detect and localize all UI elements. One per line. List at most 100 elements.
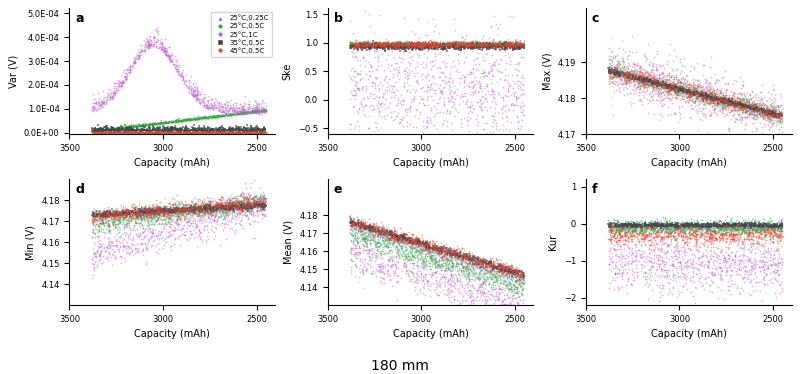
Point xyxy=(485,43,498,49)
Point xyxy=(640,79,653,85)
Point xyxy=(484,267,497,273)
Point xyxy=(671,294,684,300)
Point xyxy=(242,129,254,135)
Point xyxy=(515,41,528,47)
Point xyxy=(768,110,781,116)
Point xyxy=(139,47,152,53)
Point xyxy=(474,282,487,288)
Point xyxy=(512,40,525,46)
Point xyxy=(178,78,191,84)
Point xyxy=(196,126,209,132)
Point xyxy=(451,43,464,49)
Point xyxy=(651,79,664,85)
Point xyxy=(230,212,243,218)
Point xyxy=(134,128,147,134)
Point xyxy=(129,246,142,252)
Point xyxy=(746,107,759,113)
Point xyxy=(399,47,412,53)
Point xyxy=(467,295,480,301)
Point xyxy=(423,242,436,248)
Point xyxy=(468,41,481,47)
Point xyxy=(682,88,694,94)
Point xyxy=(606,68,618,74)
Point xyxy=(646,80,659,86)
Point xyxy=(387,45,400,51)
Point xyxy=(442,263,454,269)
Point xyxy=(227,129,240,135)
Point xyxy=(220,203,233,209)
Point xyxy=(355,222,368,228)
Point xyxy=(250,108,263,114)
Point xyxy=(161,125,174,131)
Point xyxy=(207,113,220,119)
Point xyxy=(254,129,267,135)
Point xyxy=(92,215,105,221)
Point xyxy=(202,211,214,217)
Point xyxy=(701,228,714,234)
Point xyxy=(258,195,270,201)
Point xyxy=(132,249,145,255)
Point xyxy=(151,203,164,209)
Point xyxy=(486,42,499,48)
Point xyxy=(765,237,778,243)
Point xyxy=(632,74,645,80)
Point xyxy=(198,128,211,134)
Point xyxy=(242,129,255,135)
Point xyxy=(361,47,374,53)
Point xyxy=(668,272,681,278)
Point xyxy=(495,69,508,75)
Point xyxy=(760,111,773,117)
Point xyxy=(753,96,766,102)
Point xyxy=(611,241,624,247)
Point xyxy=(411,42,424,48)
Point xyxy=(215,204,228,210)
Point xyxy=(406,40,418,46)
Point xyxy=(718,255,730,261)
Point xyxy=(641,80,654,86)
Point xyxy=(214,206,226,212)
Point xyxy=(664,241,677,247)
Point xyxy=(656,282,669,288)
Point xyxy=(438,256,450,262)
Point xyxy=(652,62,665,68)
Point xyxy=(422,43,435,49)
Point xyxy=(194,130,207,136)
Point xyxy=(386,89,399,95)
Point xyxy=(732,99,745,105)
Point xyxy=(414,47,426,53)
Point xyxy=(620,221,633,227)
Point xyxy=(654,221,667,227)
Point xyxy=(462,254,474,260)
Point xyxy=(376,231,389,237)
Point xyxy=(364,41,377,47)
Point xyxy=(255,129,268,135)
Point xyxy=(642,82,654,88)
Point xyxy=(378,67,390,73)
Point xyxy=(171,216,184,222)
Point xyxy=(426,43,438,49)
Point xyxy=(440,249,453,255)
Point xyxy=(133,129,146,135)
Point xyxy=(109,130,122,136)
Point xyxy=(626,224,638,230)
Point xyxy=(673,86,686,92)
Point xyxy=(114,209,126,215)
Point xyxy=(367,41,380,47)
Point xyxy=(498,41,510,47)
Point xyxy=(761,108,774,114)
Point xyxy=(470,44,483,50)
Point xyxy=(655,236,668,242)
Point xyxy=(624,218,637,224)
Point xyxy=(757,106,770,112)
Point xyxy=(223,207,236,213)
Point xyxy=(406,42,418,48)
Point xyxy=(448,247,461,253)
Point xyxy=(456,284,469,290)
Point xyxy=(143,206,156,212)
Point xyxy=(98,129,110,135)
Point xyxy=(468,41,481,47)
Point xyxy=(361,43,374,49)
Point xyxy=(428,41,441,47)
Point xyxy=(491,305,504,311)
Point xyxy=(677,228,690,234)
